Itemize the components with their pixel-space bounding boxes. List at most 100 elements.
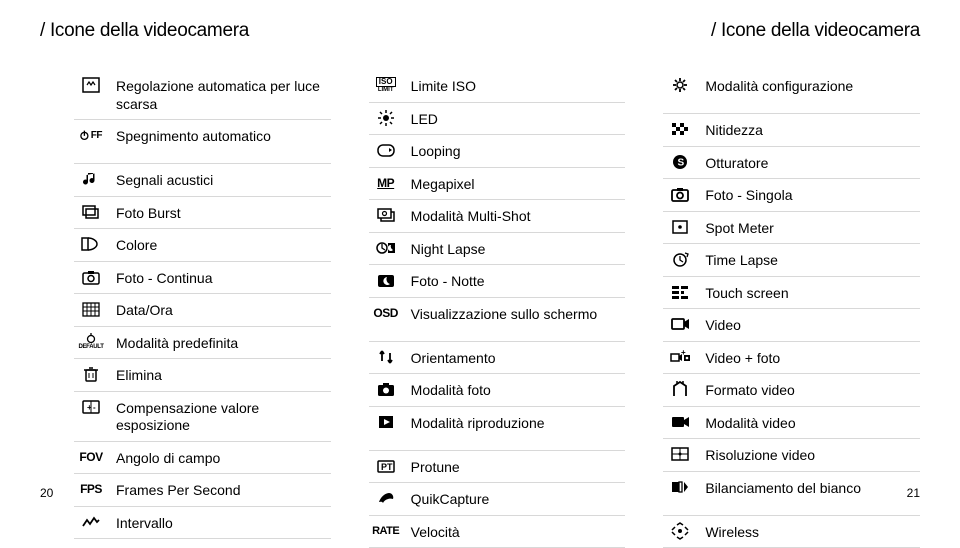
icon-label: Night Lapse	[411, 239, 486, 259]
videoplus-icon: +	[663, 348, 697, 366]
icon-row: Intervallo	[74, 507, 331, 540]
icon-label: Time Lapse	[705, 250, 778, 270]
svg-text:S: S	[678, 157, 685, 168]
icon-label: Looping	[411, 141, 461, 161]
icon-row: ISOLIMITLimite ISO	[369, 70, 626, 103]
icon-row: LED	[369, 103, 626, 136]
wb-icon	[663, 478, 697, 496]
icon-row: Foto - Notte	[369, 265, 626, 298]
icon-row: Time Lapse	[663, 244, 920, 277]
svg-text:-: -	[93, 403, 96, 412]
resolution-icon	[663, 445, 697, 463]
icon-label: Touch screen	[705, 283, 788, 303]
page-number-right: 21	[907, 486, 920, 500]
icon-label: Formato video	[705, 380, 794, 400]
icon-row: RATE Velocità	[369, 516, 626, 548]
orient-icon	[369, 348, 403, 366]
icon-label: Protune	[411, 457, 460, 477]
loop-icon	[369, 141, 403, 159]
icon-row: Modalità configurazione	[663, 70, 920, 114]
icon-label: Angolo di campo	[116, 448, 220, 468]
icon-row: Bilanciamento del bianco	[663, 472, 920, 516]
icon-label: Data/Ora	[116, 300, 173, 320]
icon-row: S Otturatore	[663, 147, 920, 180]
wireless-icon	[663, 522, 697, 540]
icon-label: Regolazione automatica per luce scarsa	[116, 76, 331, 113]
format-icon	[663, 380, 697, 398]
icon-label: Modalità configurazione	[705, 76, 853, 96]
icon-label: Colore	[116, 235, 157, 255]
icon-row: Video	[663, 309, 920, 342]
icon-row: Elimina	[74, 359, 331, 392]
spot-icon	[663, 218, 697, 236]
icon-label: Spegnimento automatico	[116, 126, 271, 146]
svg-text:PT: PT	[381, 462, 393, 472]
color-icon	[74, 235, 108, 253]
camera-icon	[74, 268, 108, 286]
page-title-left: / Icone della videocamera	[40, 20, 249, 42]
rate-icon: RATE	[369, 522, 403, 540]
icon-row: Modalità foto	[369, 374, 626, 407]
gear-icon	[663, 76, 697, 94]
icon-row: Segnali acustici	[74, 164, 331, 197]
icon-label: Foto - Continua	[116, 268, 213, 288]
icon-row: Modalità Multi-Shot	[369, 200, 626, 233]
icon-row: Foto Burst	[74, 197, 331, 230]
icon-row: Regolazione automatica per luce scarsa	[74, 70, 331, 120]
icon-label: Velocità	[411, 522, 460, 542]
touch-icon	[663, 283, 697, 301]
lowlight-icon	[74, 76, 108, 94]
icon-row: FF Spegnimento automatico	[74, 120, 331, 164]
icon-label: Intervallo	[116, 513, 173, 533]
icon-label: Foto Burst	[116, 203, 181, 223]
icon-label: Orientamento	[411, 348, 496, 368]
icon-label: Modalità Multi-Shot	[411, 206, 531, 226]
mp-icon: MP	[369, 174, 403, 192]
icon-label: Otturatore	[705, 153, 768, 173]
icon-row: OSDVisualizzazione sullo schermo	[369, 298, 626, 342]
photomode-icon	[369, 380, 403, 398]
off-icon: FF	[74, 126, 108, 144]
icon-label: Segnali acustici	[116, 170, 213, 190]
fov-icon: FOV	[74, 448, 108, 466]
icon-row: FOV Angolo di campo	[74, 442, 331, 475]
icon-label: Compensazione valore esposizione	[116, 398, 331, 435]
icon-row: Modalità riproduzione	[369, 407, 626, 451]
icon-row: Data/Ora	[74, 294, 331, 327]
trash-icon	[74, 365, 108, 383]
icon-row: Touch screen	[663, 277, 920, 310]
page-number-left: 20	[40, 486, 53, 500]
videomode-icon	[663, 413, 697, 431]
default-icon: DEFAULT	[74, 333, 108, 351]
multishot-icon	[369, 206, 403, 224]
icon-label: Modalità video	[705, 413, 795, 433]
icon-row: PT Protune	[369, 451, 626, 484]
protune-icon: PT	[369, 457, 403, 475]
nightlapse-icon	[369, 239, 403, 257]
note-icon	[74, 170, 108, 188]
sharp-icon	[663, 120, 697, 138]
icon-row: Wireless	[663, 516, 920, 548]
icon-row: Orientamento	[369, 342, 626, 375]
icon-row: Foto - Continua	[74, 262, 331, 295]
fps-icon: FPS	[74, 480, 108, 498]
shutter-icon: S	[663, 153, 697, 171]
icon-label: Megapixel	[411, 174, 475, 194]
led-icon	[369, 109, 403, 127]
icon-table: Regolazione automatica per luce scarsa FF…	[40, 70, 920, 548]
icon-label: Nitidezza	[705, 120, 763, 140]
single-icon	[663, 185, 697, 203]
quik-icon	[369, 489, 403, 507]
page-title-right: / Icone della videocamera	[711, 20, 920, 42]
column-3: Modalità configurazione Nitidezza S Otturat…	[663, 70, 920, 548]
icon-label: Video + foto	[705, 348, 780, 368]
nightphoto-icon	[369, 271, 403, 289]
icon-label: Risoluzione video	[705, 445, 815, 465]
icon-row: QuikCapture	[369, 483, 626, 516]
icon-label: Wireless	[705, 522, 759, 542]
interval-icon	[74, 513, 108, 531]
icon-row: + Video + foto	[663, 342, 920, 375]
playback-icon	[369, 413, 403, 431]
icon-row: Colore	[74, 229, 331, 262]
icon-label: Frames Per Second	[116, 480, 241, 500]
